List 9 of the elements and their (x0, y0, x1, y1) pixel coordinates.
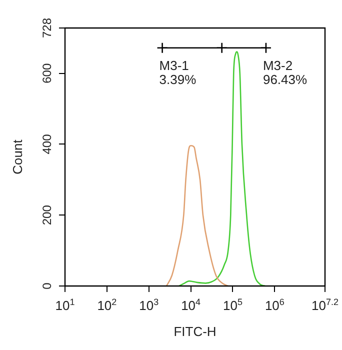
x-axis-title: FITC-H (174, 324, 216, 339)
y-tick-label: 728 (40, 18, 54, 38)
y-tick-label: 400 (40, 134, 54, 154)
annotation: M3-1 3.39% (159, 58, 197, 87)
y-axis-title: Count (10, 139, 25, 174)
annotation: M3-2 96.43% (262, 58, 308, 87)
y-tick-label: 600 (40, 63, 54, 84)
y-tick-label: 200 (40, 204, 54, 226)
y-tick-label: 0 (40, 282, 54, 290)
